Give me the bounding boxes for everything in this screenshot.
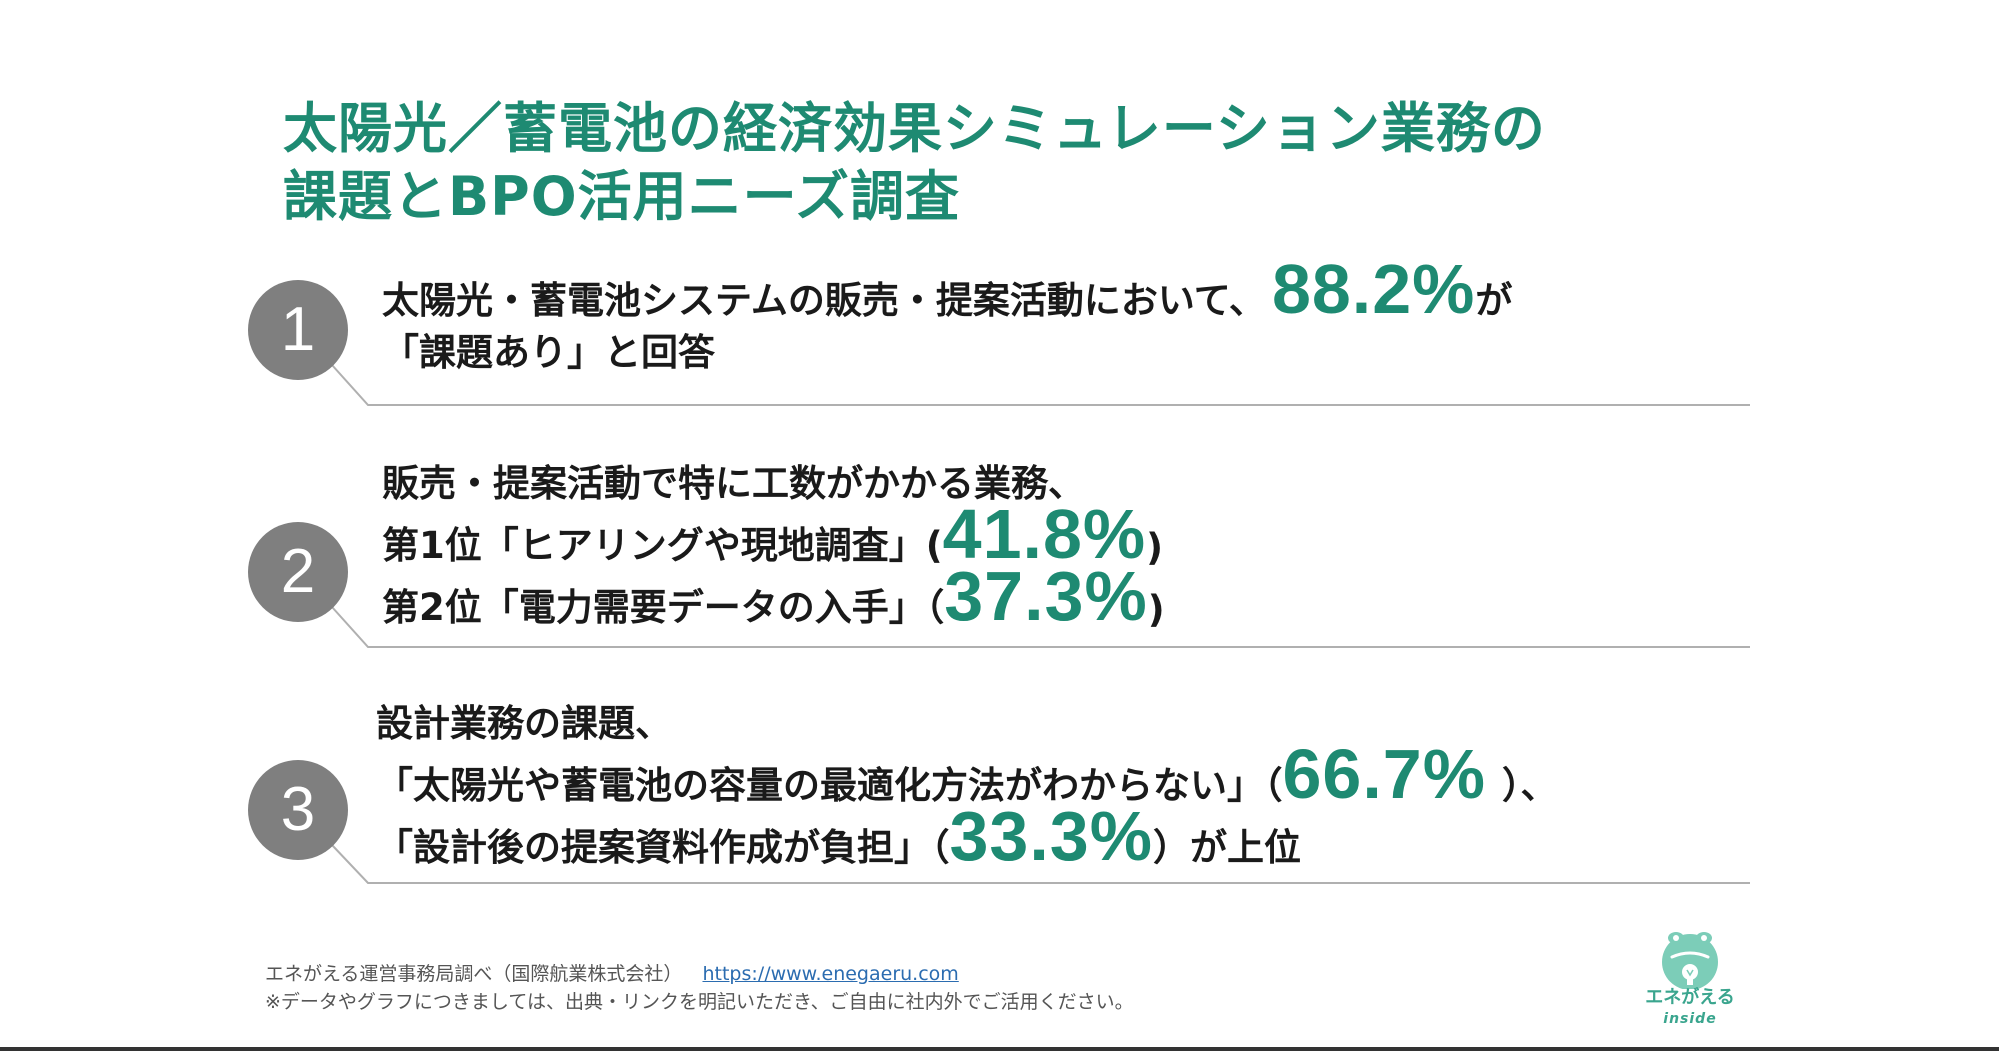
footer: エネがえる運営事務局調べ（国際航業株式会社） https://www.enega… <box>265 960 1134 1016</box>
finding-2-line-3: 第2位「電力需要データの入手」（ 37.3% ) <box>382 561 1165 631</box>
finding-3-line-2-suffix: ）、 <box>1501 764 1558 807</box>
finding-2-line-3-suffix: ) <box>1147 588 1165 631</box>
finding-3-number-badge: 3 <box>248 760 348 860</box>
finding-3-percentage-1: 66.7% <box>1282 735 1486 813</box>
finding-1-text: 太陽光・蓄電池システムの販売・提案活動において、 88.2% が 「課題あり」と… <box>382 254 1513 376</box>
finding-3-line-1-text: 設計業務の課題、 <box>376 702 672 745</box>
finding-1-line-1: 太陽光・蓄電池システムの販売・提案活動において、 88.2% が <box>382 254 1513 324</box>
finding-3: 3 設計業務の課題、 「太陽光や蓄電池の容量の最適化方法がわからない」（ 66.… <box>0 695 1999 895</box>
finding-2-line-1: 販売・提案活動で特に工数がかかる業務、 <box>382 455 1165 507</box>
finding-3-text: 設計業務の課題、 「太陽光や蓄電池の容量の最適化方法がわからない」（ 66.7%… <box>376 695 1557 871</box>
finding-2-text: 販売・提案活動で特に工数がかかる業務、 第1位「ヒアリングや現地調査」( 41.… <box>382 455 1165 631</box>
finding-2-line-1-text: 販売・提案活動で特に工数がかかる業務、 <box>382 462 1085 505</box>
finding-1-line-2-text: 「課題あり」と回答 <box>382 331 715 374</box>
page-title-line-1: 太陽光／蓄電池の経済効果シミュレーション業務の <box>283 97 1546 160</box>
page-title-line-2: 課題とBPO活用ニーズ調査 <box>283 165 960 228</box>
finding-3-number: 3 <box>280 775 316 844</box>
finding-1-connector <box>331 364 1750 406</box>
finding-3-percentage-2: 33.3% <box>949 797 1153 875</box>
finding-3-connector <box>331 844 1750 884</box>
finding-3-line-1: 設計業務の課題、 <box>376 695 1557 747</box>
finding-3-line-2: 「太陽光や蓄電池の容量の最適化方法がわからない」（ 66.7% ）、 <box>376 739 1558 809</box>
footer-source-line: エネがえる運営事務局調べ（国際航業株式会社） https://www.enega… <box>265 960 1134 988</box>
finding-1-line-1-suffix: が <box>1475 279 1513 322</box>
finding-3-line-3-suffix: ）が上位 <box>1152 826 1301 869</box>
finding-2-number: 2 <box>280 537 316 606</box>
logo-sub: inside <box>1663 1011 1717 1027</box>
finding-3-line-3: 「設計後の提案資料作成が負担」（ 33.3% ）が上位 <box>376 801 1557 871</box>
finding-2-line-2-text: 第1位「ヒアリングや現地調査」( <box>382 524 943 567</box>
finding-1-line-1-text: 太陽光・蓄電池システムの販売・提案活動において、 <box>382 279 1266 322</box>
finding-2-connector <box>331 606 1750 648</box>
finding-2: 2 販売・提案活動で特に工数がかかる業務、 第1位「ヒアリングや現地調査」( 4… <box>0 455 1999 655</box>
finding-3-line-2-text: 「太陽光や蓄電池の容量の最適化方法がわからない」（ <box>376 764 1283 807</box>
footer-source: エネがえる運営事務局調べ（国際航業株式会社） <box>265 963 683 985</box>
page-title: 太陽光／蓄電池の経済効果シミュレーション業務の 課題とBPO活用ニーズ調査 <box>283 95 1783 231</box>
bottom-border <box>0 1047 1999 1051</box>
finding-1-line-2: 「課題あり」と回答 <box>382 324 1512 376</box>
footer-note: ※データやグラフにつきましては、出典・リンクを明記いただき、ご自由に社内外でご活… <box>265 991 1134 1013</box>
frog-mascot-icon <box>1662 932 1718 989</box>
finding-2-line-2: 第1位「ヒアリングや現地調査」( 41.8% ) <box>382 499 1165 569</box>
finding-2-number-badge: 2 <box>248 522 348 622</box>
finding-1: 1 太陽光・蓄電池システムの販売・提案活動において、 88.2% が 「課題あり… <box>0 250 1999 420</box>
finding-2-line-2-suffix: ) <box>1146 526 1164 569</box>
finding-1-number: 1 <box>280 295 316 364</box>
finding-1-percentage: 88.2% <box>1271 250 1476 328</box>
finding-3-line-3-text: 「設計後の提案資料作成が負担」（ <box>376 826 950 869</box>
logo-name: エネがえる <box>1645 987 1735 1008</box>
finding-2-percentage-2: 37.3% <box>944 557 1148 635</box>
footer-link[interactable]: https://www.enegaeru.com <box>702 963 959 985</box>
finding-2-line-3-text: 第2位「電力需要データの入手」（ <box>382 586 945 629</box>
finding-1-number-badge: 1 <box>248 280 348 380</box>
enegaeru-logo: エネがえる inside <box>1635 925 1745 1035</box>
finding-2-percentage-1: 41.8% <box>942 495 1147 573</box>
